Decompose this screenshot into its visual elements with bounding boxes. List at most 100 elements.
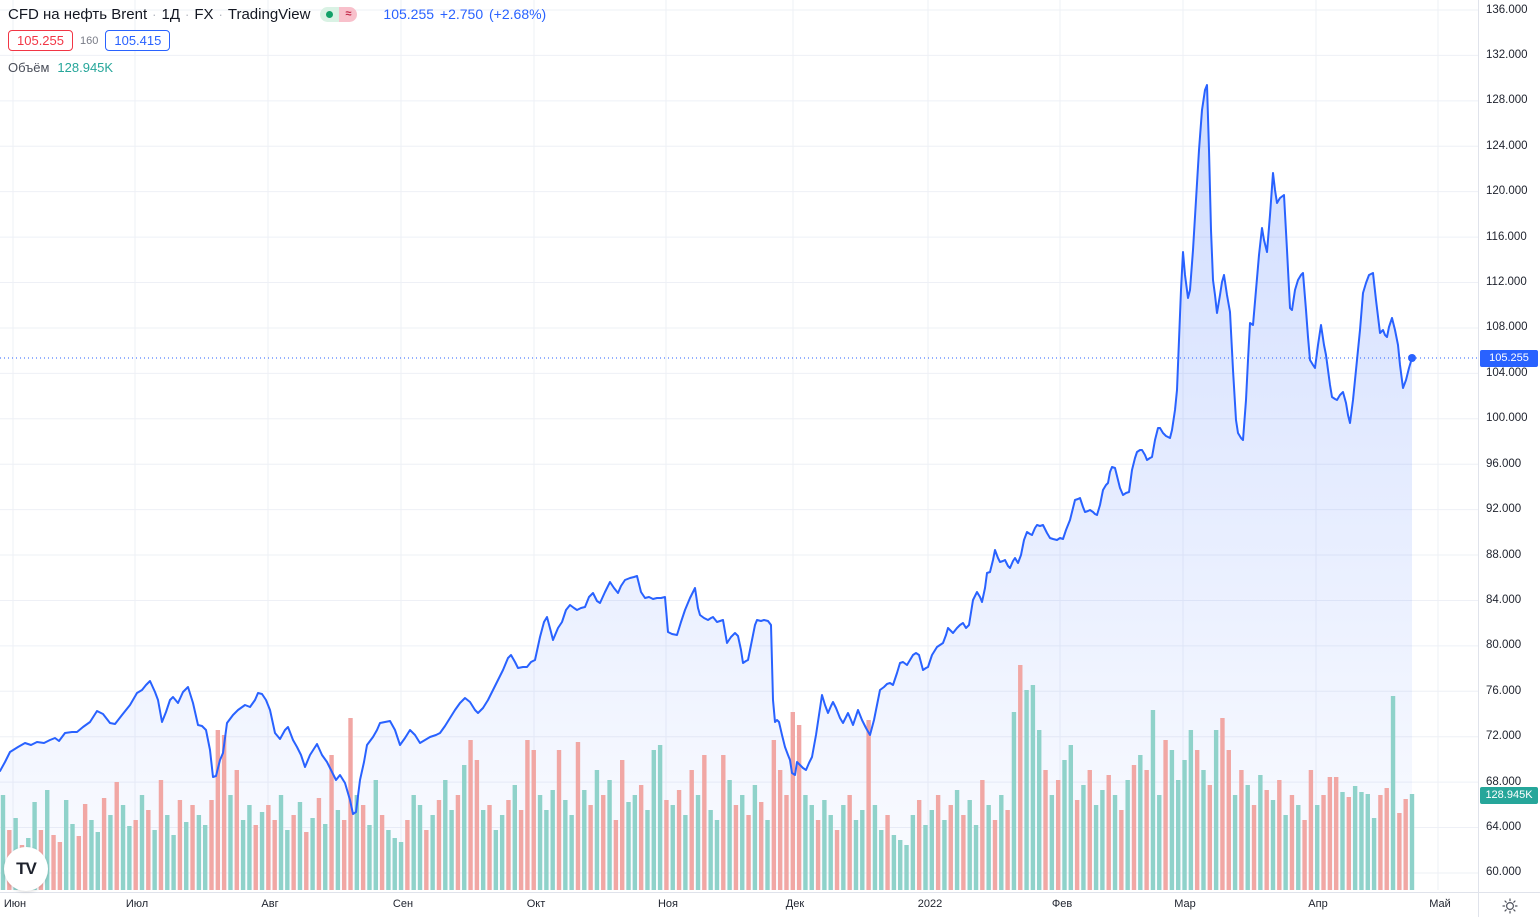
volume-bar	[518, 810, 524, 890]
volume-bar	[360, 805, 366, 890]
volume-bar	[828, 815, 833, 890]
volume-bar	[1188, 730, 1194, 890]
volume-bar	[253, 825, 258, 890]
volume-bar	[1011, 712, 1017, 890]
volume-bar	[1308, 770, 1314, 890]
price-chart-svg	[0, 0, 1478, 890]
volume-bar	[1182, 760, 1187, 890]
volume-bar	[771, 740, 777, 890]
sell-price-button[interactable]: 105.255	[8, 30, 73, 51]
volume-bar	[841, 805, 846, 890]
volume-bar	[803, 795, 808, 890]
volume-bar	[626, 802, 631, 890]
volume-bar	[879, 830, 884, 890]
price-axis-label: 132.000	[1486, 48, 1528, 61]
volume-bar	[872, 805, 878, 890]
volume-bar	[1352, 786, 1358, 890]
volume-bar	[1220, 718, 1225, 890]
volume-bar	[721, 755, 726, 890]
volume-bar	[209, 800, 214, 890]
volume-bar	[146, 810, 151, 890]
volume-bar	[1251, 805, 1257, 890]
volume-bar	[468, 740, 473, 890]
volume-bar	[796, 725, 802, 890]
volume-bar	[1131, 765, 1137, 890]
exchange-label[interactable]: FX	[194, 5, 214, 23]
volume-bar	[89, 820, 94, 890]
market-status-pill[interactable]: ≈	[320, 6, 358, 22]
volume-bar	[95, 832, 100, 890]
volume-bar	[165, 815, 170, 890]
tradingview-logo-glyph: TV	[16, 859, 37, 878]
volume-bar	[455, 795, 461, 890]
tradingview-logo[interactable]: TV	[4, 847, 48, 891]
axis-settings-button[interactable]	[1478, 893, 1540, 917]
price-axis-label: 84.000	[1486, 593, 1522, 606]
volume-bar	[436, 800, 442, 890]
brand-label[interactable]: TradingView	[227, 5, 311, 23]
volume-bar	[973, 825, 979, 890]
volume-bar	[1333, 777, 1339, 890]
volume-bar	[544, 810, 549, 890]
chart-pane[interactable]	[0, 0, 1478, 892]
time-axis-label: Июл	[125, 898, 149, 910]
volume-bar	[676, 790, 682, 890]
volume-bar	[1359, 792, 1364, 890]
volume-bar	[202, 825, 208, 890]
volume-bar	[108, 815, 113, 890]
volume-bar	[550, 790, 555, 890]
volume-bar	[714, 820, 720, 890]
volume-bar	[1239, 770, 1244, 890]
legend-title-row: CFD на нефть Brent · 1Д · FX · TradingVi…	[8, 4, 548, 24]
volume-bar	[866, 720, 871, 890]
volume-bar	[354, 795, 360, 890]
interval-label[interactable]: 1Д	[161, 5, 180, 23]
volume-bar	[759, 802, 764, 890]
volume-bar	[594, 770, 600, 890]
volume-bar	[809, 805, 814, 890]
volume-bar	[683, 815, 688, 890]
volume-bar	[310, 818, 315, 890]
volume-bar	[708, 810, 713, 890]
time-axis-label: 2022	[917, 898, 943, 910]
volume-bar	[1068, 745, 1074, 890]
volume-indicator-label[interactable]: Объём	[8, 60, 50, 75]
volume-bar	[0, 795, 6, 890]
volume-bar	[847, 795, 852, 890]
price-axis[interactable]: 105.255 128.945K 136.000 132.000 128.000 12…	[1478, 0, 1540, 892]
volume-bar	[443, 780, 448, 890]
volume-bar	[190, 805, 195, 890]
volume-bar	[512, 785, 517, 890]
time-axis-label: Авг	[261, 898, 279, 910]
volume-bar	[341, 820, 347, 890]
volume-bar	[76, 836, 82, 890]
volume-bar	[133, 820, 138, 890]
volume-bar	[266, 805, 271, 890]
time-axis[interactable]: Июн Июл Авг Сен Окт Ноя Дек 2022 Фев Мар Апр Май	[0, 892, 1540, 917]
volume-bar	[247, 805, 252, 890]
volume-bar	[1226, 750, 1231, 890]
symbol-title[interactable]: CFD на нефть Brent	[8, 5, 148, 23]
volume-bar	[127, 826, 132, 890]
buy-price-button[interactable]: 105.415	[105, 30, 171, 51]
volume-bar	[853, 820, 859, 890]
volume-bar	[386, 830, 391, 890]
volume-bar	[582, 790, 587, 890]
volume-bar	[980, 780, 985, 890]
volume-bar	[272, 820, 277, 890]
price-axis-label: 96.000	[1486, 457, 1522, 470]
volume-bar	[1024, 690, 1029, 890]
volume-bar	[139, 795, 145, 890]
volume-bar	[259, 812, 265, 890]
volume-bar	[765, 820, 770, 890]
time-axis-label: Апр	[1308, 898, 1328, 910]
volume-bar	[942, 820, 947, 890]
volume-bar	[1409, 794, 1415, 890]
volume-bar	[316, 798, 322, 890]
volume-bar	[746, 815, 751, 890]
spread-value: 160	[80, 34, 99, 47]
volume-bar	[424, 830, 429, 890]
volume-bar	[1296, 805, 1301, 890]
volume-bar	[1283, 815, 1288, 890]
volume-bar	[1194, 750, 1200, 890]
